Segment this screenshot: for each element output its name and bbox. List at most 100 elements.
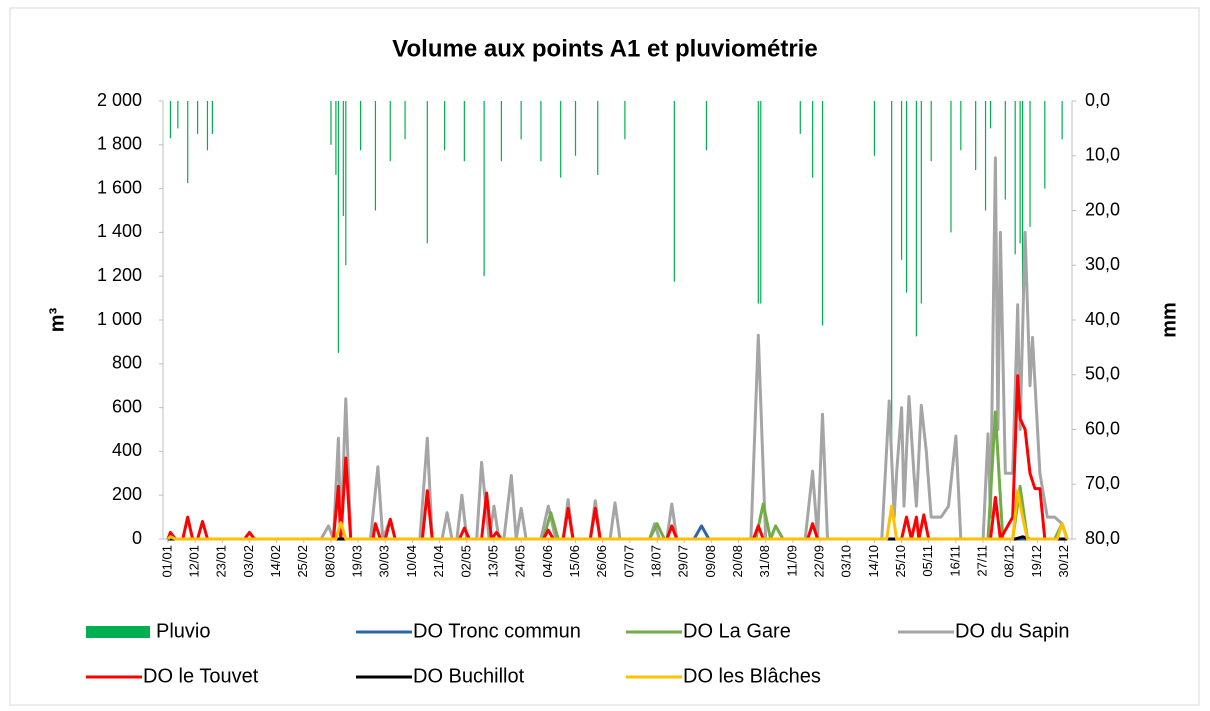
x-tick-label: 25/02: [295, 545, 310, 578]
x-tick-label: 01/01: [159, 545, 174, 578]
rain-bar: [905, 101, 908, 293]
rain-bar: [330, 101, 332, 145]
x-tick-label: 26/06: [594, 545, 609, 578]
rain-bar: [597, 101, 599, 175]
y-tick-label: 1 800: [97, 134, 142, 154]
rain-bar: [1044, 101, 1046, 189]
x-tick-label: 25/10: [893, 545, 908, 578]
rain-bar: [345, 101, 347, 266]
x-tick-label: 13/05: [485, 545, 500, 578]
x-tick-label: 03/02: [241, 545, 256, 578]
rain-bar: [1004, 101, 1006, 200]
rain-bar: [915, 101, 917, 337]
x-tick-label: 27/11: [975, 545, 990, 577]
y2-tick-label: 10,0: [1085, 145, 1120, 165]
rain-bar: [211, 101, 214, 134]
rain-bar: [984, 101, 987, 211]
chart-title: Volume aux points A1 et pluviométrie: [392, 35, 817, 62]
x-tick-label: 02/05: [458, 545, 473, 578]
rain-bar: [873, 101, 875, 156]
x-tick-label: 14/02: [268, 545, 283, 578]
rain-bar: [960, 101, 962, 151]
y-axis-title: m³: [46, 307, 68, 332]
y2-axis-title: mm: [1158, 302, 1180, 338]
rain-bar: [520, 101, 522, 140]
rain-bar: [812, 101, 814, 178]
y2-tick-label: 40,0: [1085, 309, 1120, 329]
rain-bar: [374, 101, 377, 211]
rain-bar: [196, 101, 199, 134]
y2-tick-label: 70,0: [1085, 473, 1120, 493]
x-tick-label: 30/03: [377, 545, 392, 578]
x-tick-label: 12/01: [187, 545, 202, 578]
legend-label: Pluvio: [156, 620, 210, 642]
x-tick-label: 08/12: [1002, 545, 1017, 578]
y-tick-label: 2 000: [97, 90, 142, 110]
y-tick-label: 600: [112, 396, 142, 416]
rain-bar: [426, 101, 428, 244]
rain-bar: [169, 101, 172, 139]
rain-bar: [337, 101, 339, 353]
rain-bar: [673, 101, 675, 282]
y2-tick-label: 80,0: [1085, 528, 1120, 548]
y-tick-label: 1 000: [97, 309, 142, 329]
rain-bar: [206, 101, 209, 151]
x-tick-label: 09/08: [703, 545, 718, 578]
rain-bar: [483, 101, 485, 277]
x-tick-label: 19/03: [350, 545, 365, 578]
y-tick-label: 0: [132, 528, 142, 548]
x-tick-label: 10/04: [404, 545, 419, 578]
y-tick-label: 1 600: [97, 177, 142, 197]
y2-tick-label: 0,0: [1085, 90, 1110, 110]
x-tick-label: 31/08: [757, 545, 772, 578]
legend-label: DO du Sapin: [955, 620, 1070, 642]
legend-label: DO Buchillot: [413, 665, 525, 687]
chart-border: [9, 7, 1200, 706]
y2-tick-label: 50,0: [1085, 364, 1120, 384]
rain-bar: [757, 101, 759, 304]
rain-bar: [560, 101, 562, 178]
y2-tick-label: 20,0: [1085, 199, 1120, 219]
rain-bar: [1014, 101, 1016, 255]
rain-bar: [360, 101, 362, 151]
x-tick-label: 21/04: [431, 545, 446, 578]
rain-bar: [342, 101, 344, 216]
series-line: [166, 489, 1069, 541]
x-tick-label: 14/10: [866, 545, 881, 578]
rain-bar: [1029, 101, 1031, 227]
x-tick-label: 20/08: [730, 545, 745, 578]
rain-bar: [891, 101, 893, 441]
rain-bar: [540, 101, 542, 162]
y2-tick-label: 60,0: [1085, 418, 1120, 438]
rain-bar: [930, 101, 932, 162]
x-tick-label: 16/11: [947, 545, 962, 577]
rain-bar: [463, 101, 465, 162]
rain-bar: [975, 101, 977, 170]
x-tick-label: 05/11: [920, 545, 935, 577]
x-tick-label: 23/01: [214, 545, 229, 578]
x-tick-label: 24/05: [513, 545, 528, 578]
x-tick-label: 04/06: [540, 545, 555, 578]
legend-label: DO le Touvet: [143, 665, 259, 687]
legend-label: DO La Gare: [683, 620, 791, 642]
y-tick-label: 800: [112, 353, 142, 373]
rain-bar: [821, 101, 824, 326]
rain-bar: [1019, 101, 1021, 244]
rain-bar: [187, 101, 189, 184]
rain-bar: [574, 101, 577, 156]
x-tick-label: 22/09: [811, 545, 826, 578]
rain-bar: [760, 101, 762, 304]
y-tick-label: 1 400: [97, 221, 142, 241]
x-tick-label: 03/10: [839, 545, 854, 578]
rain-bar: [1061, 101, 1063, 140]
y-tick-label: 400: [112, 440, 142, 460]
rain-bar: [443, 101, 446, 151]
rain-bar: [705, 101, 708, 151]
x-tick-label: 19/12: [1029, 545, 1044, 578]
rain-bar: [177, 101, 179, 129]
x-tick-label: 18/07: [648, 545, 663, 578]
rain-bar: [404, 101, 406, 140]
y2-tick-label: 30,0: [1085, 254, 1120, 274]
x-tick-label: 15/06: [567, 545, 582, 578]
